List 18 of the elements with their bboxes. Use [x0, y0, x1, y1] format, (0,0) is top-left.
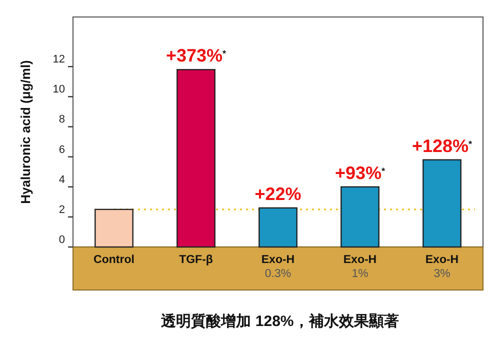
- annotation: +93%$^{*}$: [334, 162, 386, 183]
- y-tick-label: 6: [58, 144, 65, 156]
- y-tick-label: 8: [58, 114, 65, 126]
- x-tick-label: TGF-β: [179, 254, 213, 266]
- y-tick-label: 12: [52, 54, 65, 66]
- annotation: +128%$^{*}$: [412, 136, 473, 156]
- annotation: +22%: [254, 184, 302, 204]
- annotation: +373%$^{*}$: [166, 46, 227, 66]
- y-tick-label: 2: [58, 204, 65, 216]
- x-tick-label: Exo-H 0.3%: [261, 254, 295, 280]
- x-tick-label: Exo-H 3%: [425, 254, 459, 280]
- x-tick-label: Control: [94, 254, 134, 266]
- y-tick-label: 10: [52, 84, 65, 96]
- x-tick-label: Exo-H 1%: [343, 254, 377, 280]
- y-tick-label: 4: [58, 174, 65, 186]
- y-axis-title: Hyaluronic acid (μg/ml): [18, 60, 33, 204]
- y-tick-label: 0: [58, 234, 65, 246]
- text: 透明質酸增加 128%，補水效果顯著: [160, 312, 399, 330]
